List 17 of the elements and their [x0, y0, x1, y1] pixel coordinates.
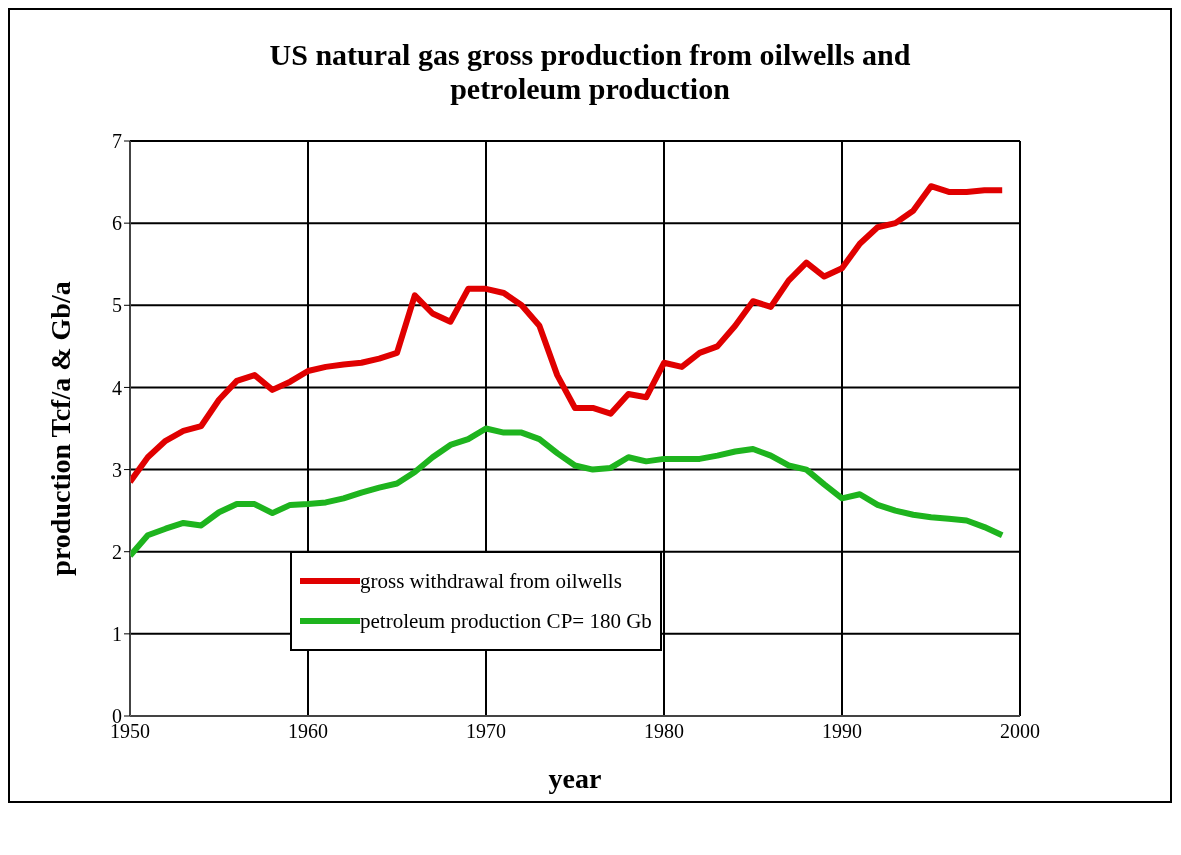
y-tick-label: 7	[112, 130, 122, 153]
x-axis-title: year	[548, 763, 602, 794]
y-tick-label: 4	[112, 376, 122, 399]
y-tick-label: 6	[112, 212, 122, 235]
legend-label: gross withdrawal from oilwells	[360, 568, 622, 594]
y-axis-title: production Tcf/a & Gb/a	[44, 281, 76, 576]
y-tick-label: 2	[112, 540, 122, 563]
x-tick-label: 1990	[822, 720, 862, 743]
x-tick-label: 1970	[466, 720, 506, 743]
y-tick-label: 3	[112, 458, 122, 481]
x-tick-label: 2000	[1000, 720, 1040, 743]
x-tick-label: 1960	[288, 720, 328, 743]
legend-label: petroleum production CP= 180 Gb	[360, 608, 652, 634]
chart-title: US natural gas gross production from oilwells and petroleum production	[268, 37, 912, 107]
y-tick-label: 5	[112, 294, 122, 317]
x-tick-label: 1980	[644, 720, 684, 743]
y-tick-label: 1	[112, 622, 122, 645]
